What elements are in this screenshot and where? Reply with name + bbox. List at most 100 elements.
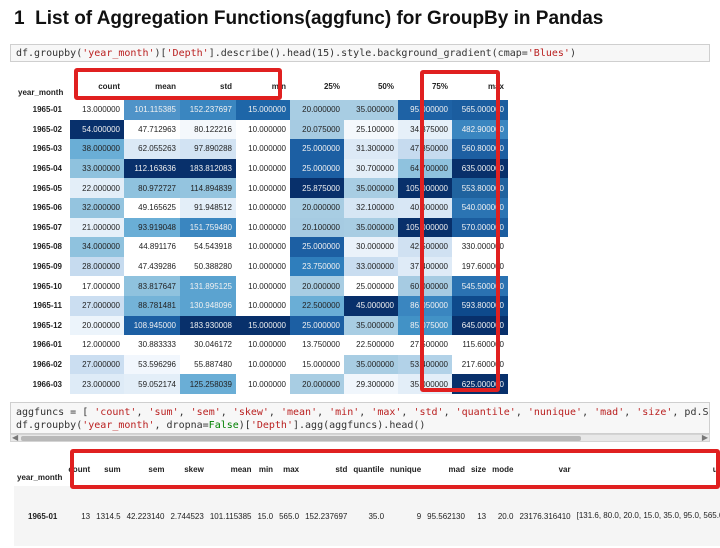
table-cell: 22.000000	[70, 178, 124, 198]
row-index: 1966-01	[14, 335, 70, 355]
code-string: 'mean'	[280, 407, 318, 418]
column-header-std: std	[335, 464, 348, 474]
table-cell: 35.0	[350, 486, 388, 546]
column-header-skew: skew	[184, 464, 204, 474]
table-cell: 83.817647	[124, 276, 180, 296]
table-cell: 20.000000	[70, 315, 124, 336]
code-string: 'quantile'	[455, 407, 516, 418]
table-cell: 565.000000	[452, 100, 508, 120]
heading-text: List of Aggregation Functions(aggfunc) f…	[35, 8, 604, 29]
scrollbar-thumb[interactable]	[21, 436, 581, 441]
table-cell: 32.000000	[70, 197, 124, 218]
code-keyword: False	[208, 420, 239, 431]
table-cell: 540.000000	[452, 197, 508, 218]
column-header-min: min	[271, 81, 286, 91]
column-header-mean: mean	[230, 464, 252, 474]
row-index: 1965-05	[14, 178, 70, 198]
table-cell: 25.000000	[290, 139, 344, 159]
table-cell: 35.000000	[344, 100, 398, 120]
table-cell: 15.0	[254, 486, 277, 546]
table-cell: 30.000000	[344, 237, 398, 257]
table-cell: 30.700000	[344, 158, 398, 179]
table-cell: 37.400000	[398, 256, 452, 277]
table-row: 1965-06 32.000000 49.165625 91.948512 10.000…	[14, 197, 508, 218]
table-cell: 49.165625	[124, 197, 180, 218]
column-header-count: count	[68, 464, 91, 474]
table-cell: 20.0	[489, 486, 517, 546]
code-line-2: df.groupby('year_month', dropna=False)['…	[16, 419, 704, 432]
table-cell: 95.000000	[398, 100, 452, 120]
scroll-right-arrow-icon[interactable]: ▶	[701, 433, 708, 442]
table-row: 1965-12 20.000000 108.945000 183.930008 15.0…	[14, 315, 508, 336]
code-string: 'std'	[413, 407, 444, 418]
table-cell: 42.500000	[398, 237, 452, 257]
table-cell: 10.000000	[236, 256, 290, 277]
row-index: 1966-03	[14, 374, 70, 394]
table-cell: 105.000000	[398, 217, 452, 238]
column-header-mad: mad	[448, 464, 465, 474]
table-cell: 10.000000	[236, 374, 290, 394]
table-cell: 13	[65, 486, 94, 546]
code-token: ,	[582, 407, 595, 418]
table-cell: 42.223140	[123, 486, 168, 546]
table-cell: 21.000000	[70, 217, 124, 238]
table-cell: 25.000000	[290, 315, 344, 336]
code-token: )[	[238, 420, 251, 431]
table-cell: 20.000000	[290, 197, 344, 218]
table-row: 1966-03 23.000000 59.052174 125.258039 10.00…	[14, 374, 508, 394]
table-row: 1965-07 21.000000 93.919048 151.759480 10.00…	[14, 217, 508, 238]
code-cell-agg[interactable]: aggfuncs = [ 'count', 'sum', 'sem', 'ske…	[10, 402, 710, 434]
code-token: ,	[178, 407, 191, 418]
table-cell: 23.000000	[70, 374, 124, 394]
code-token: )	[569, 48, 576, 59]
table-cell: 30.883333	[124, 335, 180, 355]
table-cell-unique: [131.6, 80.0, 20.0, 15.0, 35.0, 95.0, 56…	[573, 486, 720, 546]
table-cell: 64.700000	[398, 158, 452, 179]
table-cell: 130.948096	[180, 295, 236, 316]
code-string: 'count'	[94, 407, 137, 418]
table-cell: 62.055263	[124, 139, 180, 159]
table-cell: 152.237697	[180, 100, 236, 120]
row-index: 1965-04	[14, 158, 70, 179]
table-cell: 29.300000	[344, 374, 398, 394]
table-cell: 25.000000	[344, 276, 398, 296]
code-token: aggfuncs = [	[16, 407, 95, 418]
table-cell: 33.000000	[70, 158, 124, 179]
row-index: 1965-02	[14, 119, 70, 140]
code-token: df.groupby(	[16, 420, 83, 431]
table-row: 1966-02 27.000000 53.596296 55.887480 10.000…	[14, 354, 508, 375]
code-string: 'mad'	[594, 407, 625, 418]
table-cell: 53.596296	[124, 354, 180, 375]
table-cell: 22.500000	[344, 335, 398, 355]
table-cell: 152.237697	[302, 486, 351, 546]
code-token: , pd.Se	[672, 407, 709, 418]
code-string: 'sem'	[190, 407, 221, 418]
table-cell: 35.000000	[344, 315, 398, 336]
code-cell-describe[interactable]: df.groupby('year_month')['Depth'].descri…	[10, 44, 710, 62]
table-cell: 54.000000	[70, 119, 124, 140]
table-cell: 38.000000	[70, 139, 124, 159]
code-string: 'min'	[329, 407, 360, 418]
column-header-25pct: 25%	[323, 81, 340, 91]
horizontal-scrollbar[interactable]: ◀ ▶	[10, 433, 710, 442]
code-line-1: aggfuncs = [ 'count', 'sum', 'sem', 'ske…	[16, 406, 709, 419]
table-cell: 10.000000	[236, 217, 290, 238]
code-string: 'Depth'	[250, 420, 293, 431]
table-cell: 10.000000	[236, 197, 290, 218]
table-cell: 27.000000	[70, 295, 124, 316]
table-cell: 183.812083	[180, 158, 236, 179]
code-token: )[	[154, 48, 167, 59]
table-cell: 25.875000	[290, 178, 344, 198]
column-header-var: var	[558, 464, 571, 474]
table-row: 1965-08 34.000000 44.891176 54.543918 10.000…	[14, 237, 508, 257]
table-cell: 131.895125	[180, 276, 236, 296]
table-cell: 27.000000	[70, 354, 124, 375]
table-cell: 2.744523	[167, 486, 207, 546]
table-cell: 10.000000	[236, 276, 290, 296]
row-index: 1965-03	[14, 139, 70, 159]
table-row: 1965-04 33.000000 112.163636 183.812083 10.0…	[14, 158, 508, 179]
code-string: 'size'	[636, 407, 673, 418]
table-cell: 35.000000	[344, 178, 398, 198]
code-token: , dropna=	[154, 420, 209, 431]
scroll-left-arrow-icon[interactable]: ◀	[12, 433, 19, 442]
